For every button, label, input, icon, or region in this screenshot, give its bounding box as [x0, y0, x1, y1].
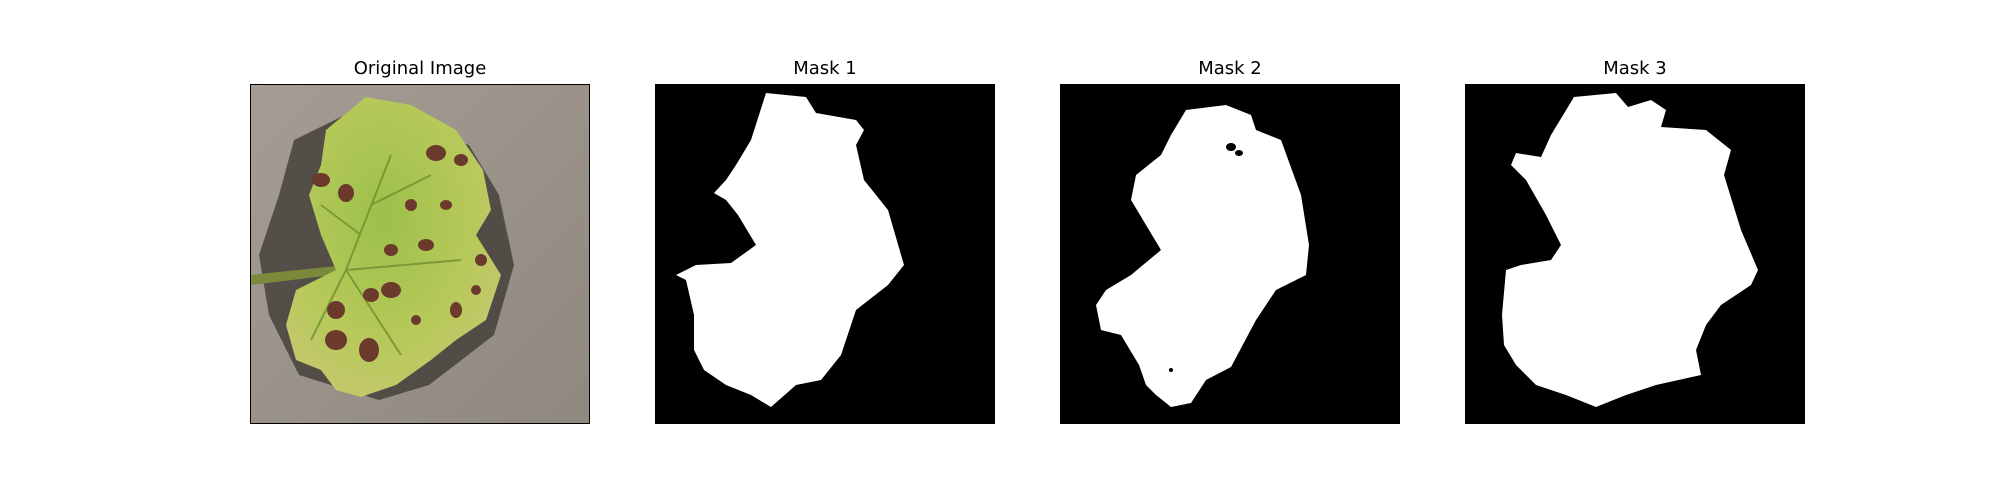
panel-title: Mask 3	[1603, 58, 1667, 79]
panel-title: Original Image	[353, 58, 487, 79]
panel-title: Mask 1	[793, 58, 857, 79]
mask-1-image	[655, 84, 995, 424]
original-leaf-image	[250, 84, 590, 424]
mask-2-image	[1060, 84, 1400, 424]
mask-3-image	[1465, 84, 1805, 424]
panel-title: Mask 2	[1198, 58, 1262, 79]
